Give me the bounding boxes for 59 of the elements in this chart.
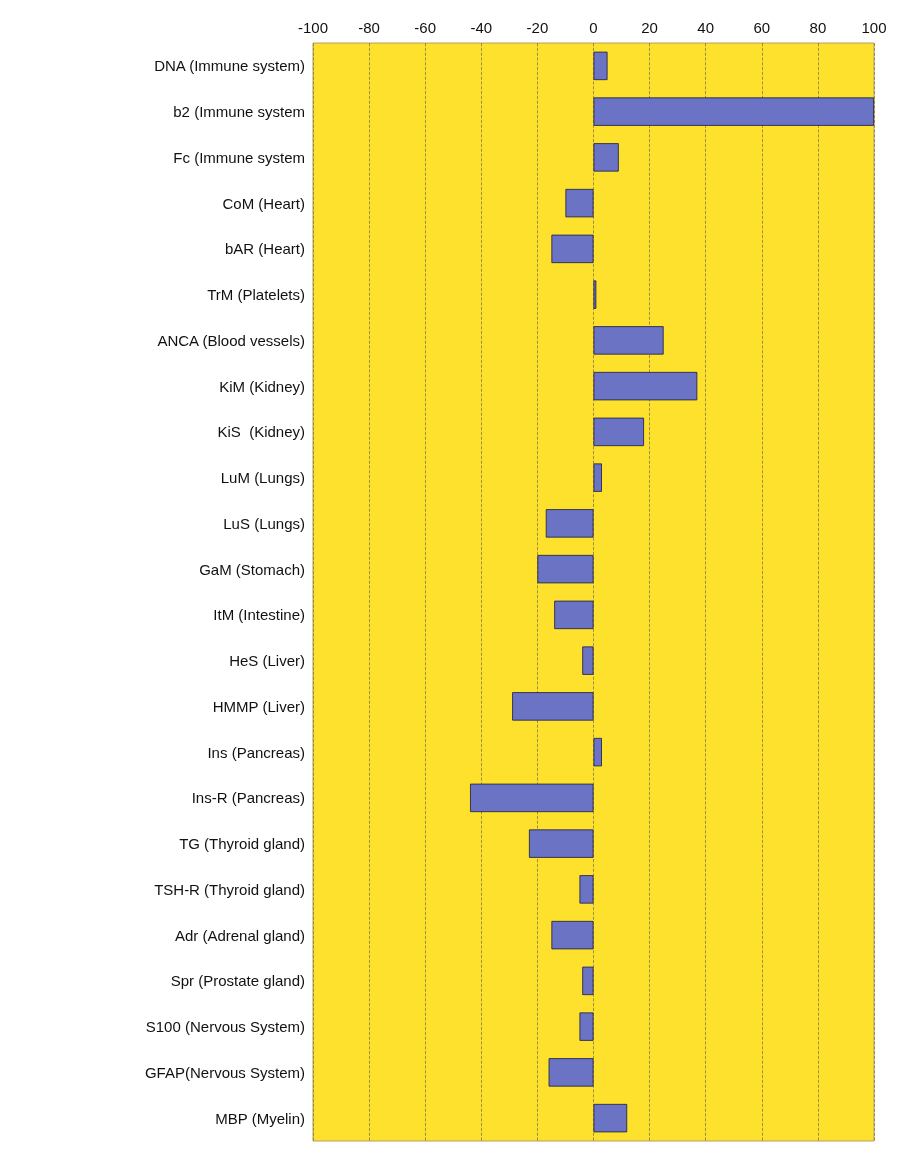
y-tick-label: ANCA (Blood vessels) [157,331,305,349]
bar [593,417,644,447]
x-tick-label: -60 [414,19,437,36]
x-tick-label: -100 [297,19,329,36]
bar [548,1058,594,1087]
x-tick-label: 40 [697,19,715,36]
y-tick-label: KiS (Kidney) [217,423,305,441]
bar [579,875,594,904]
y-tick-label: HeS (Liver) [229,652,305,670]
bar [593,326,664,355]
bar [551,920,594,950]
bar [593,737,602,767]
bar [593,463,602,492]
bar [593,97,874,126]
y-tick-label: KiM (Kidney) [219,377,305,395]
x-tick-label: 20 [641,19,658,36]
bar [593,51,608,81]
y-tick-label: GaM (Stomach) [199,560,305,578]
bar [593,280,597,309]
x-tick-label: -40 [470,19,493,36]
bar [593,1103,628,1133]
bar [528,829,594,858]
y-tick-label: Adr (Adrenal gland) [174,926,305,944]
y-tick-label: CoM (Heart) [222,194,305,212]
bar [582,966,594,996]
bar [551,234,594,264]
y-tick-label: b2 (Immune system [173,103,305,121]
y-tick-label: TrM (Platelets) [207,286,305,304]
bar [470,783,594,813]
y-tick-label: Ins-R (Pancreas) [191,789,305,807]
x-tick-label: -20 [526,19,549,36]
y-tick-label: Fc (Immune system [173,148,305,166]
y-tick-label: DNA (Immune system) [154,57,305,75]
y-tick-label: HMMP (Liver) [212,697,305,715]
x-tick-label: -80 [358,19,380,36]
y-tick-label: LuS (Lungs) [223,514,305,532]
y-tick-label: bAR (Heart) [224,240,305,258]
bar [565,188,594,218]
x-tick-label: 80 [809,19,827,36]
x-tick-label: 0 [589,19,598,36]
y-tick-label: MBP (Myelin) [215,1109,305,1127]
y-tick-label: ItM (Intestine) [213,606,305,624]
y-tick-label: LuM (Lungs) [220,469,305,487]
y-tick-label: TG (Thyroid gland) [179,835,305,853]
bar [593,143,619,172]
y-tick-label: GFAP(Nervous System) [144,1063,305,1081]
bar [554,600,594,630]
bar [545,509,594,538]
y-tick-label: Spr (Prostate gland) [170,972,305,990]
x-tick-label: 60 [753,19,771,36]
x-tick-label: 100 [861,19,887,36]
bar [512,692,594,721]
bar [537,554,594,584]
bar [593,371,698,401]
bar [582,646,594,675]
bar [579,1012,594,1041]
y-tick-label: TSH-R (Thyroid gland) [154,880,305,898]
y-tick-label: Ins (Pancreas) [207,743,305,761]
y-tick-label: S100 (Nervous System) [145,1018,305,1036]
